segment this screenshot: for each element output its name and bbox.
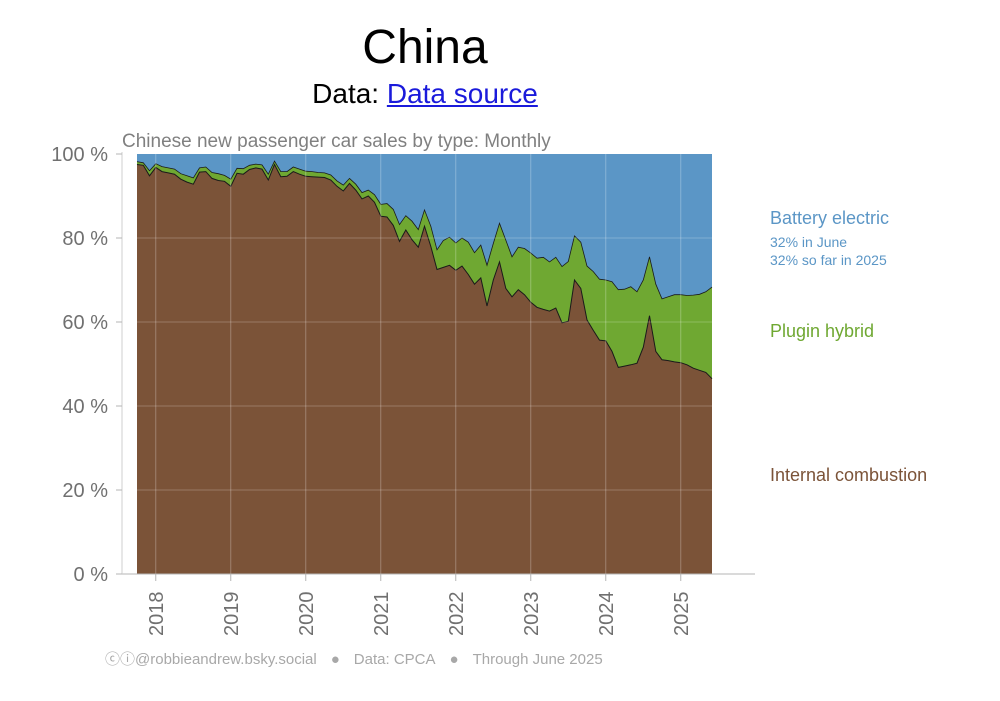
gridlines xyxy=(137,154,712,574)
separator-dot: ● xyxy=(330,651,340,668)
data-source-line: Data: Data source xyxy=(0,78,850,110)
x-tick-label: 2024 xyxy=(596,592,618,637)
x-tick-label: 2019 xyxy=(221,592,243,637)
footer-through: Through June 2025 xyxy=(472,651,603,668)
cc-license-icon: ⓒⓘ xyxy=(105,651,136,668)
boundary-line-plugin-hybrid xyxy=(136,160,713,300)
data-source-link[interactable]: Data source xyxy=(386,78,538,109)
boundary-line-internal-combustion xyxy=(136,163,713,380)
legend-bev-label: Battery electric xyxy=(770,208,890,228)
x-tick-label: 2023 xyxy=(521,592,543,637)
footer-data: Data: CPCA xyxy=(353,651,436,668)
x-tick-label: 2022 xyxy=(446,592,468,637)
x-tick-label: 2020 xyxy=(296,592,318,637)
legend-battery-electric: Battery electric 32% in June 32% so far … xyxy=(770,208,889,269)
footer-credit: @robbieandrew.bsky.social xyxy=(135,651,317,668)
chart-subtitle: Chinese new passenger car sales by type:… xyxy=(122,131,551,152)
chart-title-main: China xyxy=(362,21,488,74)
y-tick-label: 80 % xyxy=(62,228,108,250)
footer: ⓒⓘ@robbieandrew.bsky.social ● Data: CPCA ● T… xyxy=(105,648,603,669)
y-tick-label: 20 % xyxy=(62,480,108,502)
legend-internal-combustion: Internal combustion xyxy=(770,465,928,485)
legend-plugin-hybrid: Plugin hybrid xyxy=(770,321,875,341)
legend-bev-note-june: 32% in June xyxy=(770,234,848,250)
x-tick-label: 2025 xyxy=(671,592,693,637)
y-tick-label: 40 % xyxy=(62,396,108,418)
x-tick-label: 2018 xyxy=(146,592,168,637)
stacked-areas xyxy=(136,154,713,574)
area-internal-combustion xyxy=(137,164,712,574)
x-tick-label: 2021 xyxy=(371,592,393,637)
legend-bev-note-year: 32% so far in 2025 xyxy=(770,252,887,268)
separator-dot: ● xyxy=(449,651,459,668)
y-tick-label: 60 % xyxy=(62,312,108,334)
y-tick-label: 100 % xyxy=(51,144,108,166)
data-source-prefix: Data: xyxy=(312,78,387,109)
axes: 0 % 20 % 40 % 60 % 80 % 100 % 2018 2019 2020 2021… xyxy=(51,144,755,636)
y-tick-label: 0 % xyxy=(74,564,109,586)
